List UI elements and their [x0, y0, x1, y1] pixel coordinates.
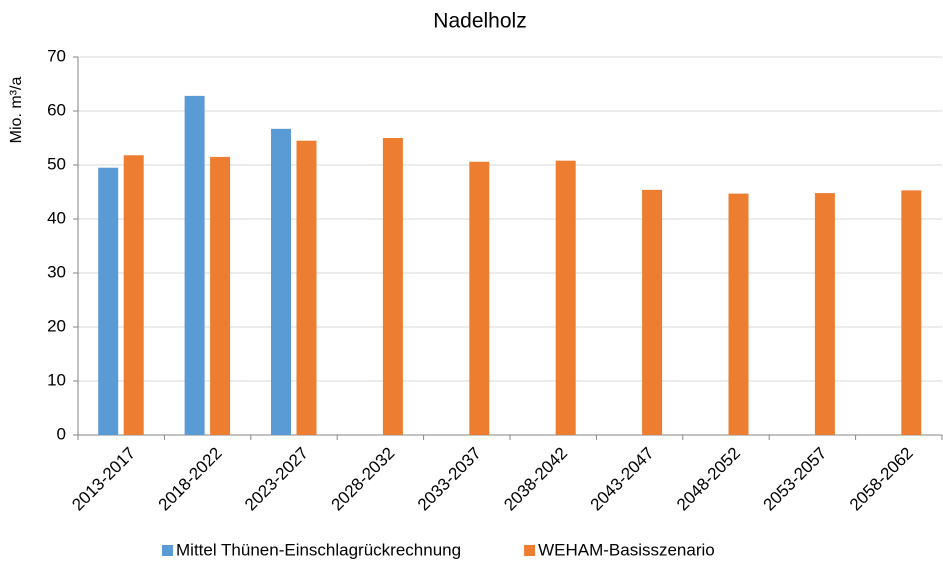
y-tick-label: 70 [47, 46, 66, 65]
bar [210, 156, 231, 435]
bar [642, 189, 663, 435]
bar [728, 193, 749, 435]
bar [98, 167, 119, 435]
x-tick-label: 2018-2022 [155, 444, 226, 515]
legend-label: Mittel Thünen-Einschlagrückrechnung [176, 540, 461, 559]
bar [901, 190, 922, 435]
y-tick-label: 50 [47, 154, 66, 173]
x-tick-label: 2023-2027 [241, 444, 312, 515]
x-tick-label: 2058-2062 [846, 444, 917, 515]
x-tick-label: 2053-2057 [759, 444, 830, 515]
x-tick-label: 2048-2052 [673, 444, 744, 515]
chart-title: Nadelholz [433, 10, 526, 33]
x-tick-label: 2043-2047 [587, 444, 658, 515]
legend-swatch [162, 545, 173, 556]
bar [469, 161, 490, 435]
bar [555, 160, 576, 435]
y-tick-label: 10 [47, 370, 66, 389]
bar [184, 95, 205, 435]
bar [296, 140, 317, 435]
x-tick-label: 2028-2032 [327, 444, 398, 515]
x-tick-label: 2038-2042 [500, 444, 571, 515]
y-axis-label: Mio. m³/a [8, 77, 25, 144]
y-tick-label: 30 [47, 262, 66, 281]
x-tick-label: 2033-2037 [414, 444, 485, 515]
y-tick-label: 40 [47, 208, 66, 227]
bar [123, 155, 144, 435]
bar [271, 128, 291, 435]
y-tick-label: 0 [57, 424, 66, 443]
y-tick-label: 60 [47, 100, 66, 119]
bar [382, 138, 403, 435]
y-tick-label: 20 [47, 316, 66, 335]
bar [814, 193, 835, 435]
x-tick-label: 2013-2017 [68, 444, 139, 515]
legend-swatch [524, 545, 536, 556]
legend-label: WEHAM-Basisszenario [538, 540, 715, 559]
